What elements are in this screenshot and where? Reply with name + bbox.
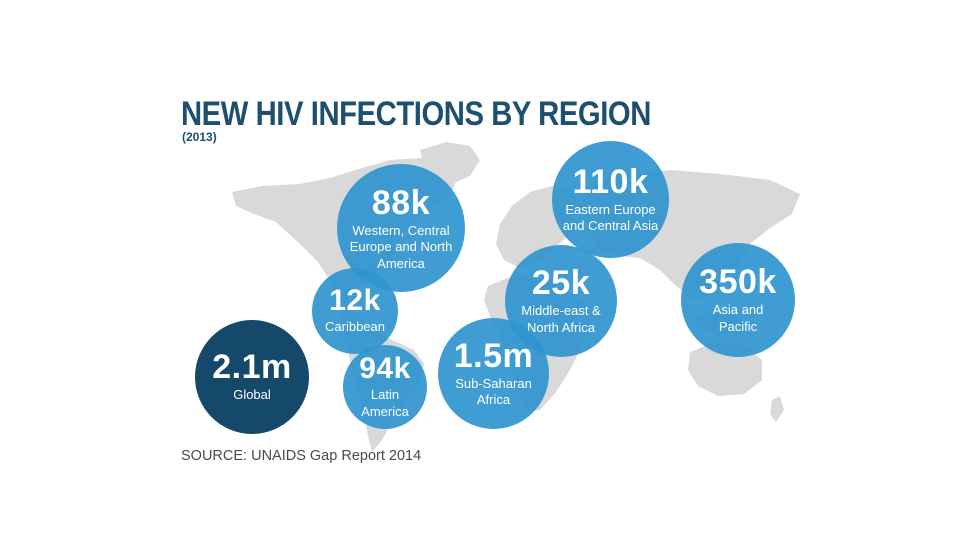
region-value: 88k xyxy=(371,183,431,222)
region-bubble-latin-america: 94k Latin America xyxy=(343,345,427,429)
region-bubble-asia-pacific: 350k Asia and Pacific xyxy=(681,243,795,357)
region-bubble-caribbean: 12k Caribbean xyxy=(312,268,398,354)
region-value: 94k xyxy=(359,352,411,385)
region-value: 110k xyxy=(572,162,649,201)
region-bubble-global: 2.1m Global xyxy=(195,320,309,434)
region-label: Caribbean xyxy=(325,319,385,335)
source-note: SOURCE: UNAIDS Gap Report 2014 xyxy=(181,448,422,464)
region-label: Western, Central Europe and North Americ… xyxy=(349,222,453,271)
page-title: NEW HIV INFECTIONS BY REGION xyxy=(181,95,651,133)
page-subtitle: (2013) xyxy=(182,130,217,144)
region-value: 12k xyxy=(329,284,381,318)
region-value: 350k xyxy=(699,263,777,301)
new-zealand-landmass xyxy=(770,396,784,422)
region-label: Asia and Pacific xyxy=(712,302,764,334)
region-label: Latin America xyxy=(361,387,409,419)
region-value: 2.1m xyxy=(212,348,292,387)
region-value: 1.5m xyxy=(453,336,534,375)
region-label: Eastern Europe and Central Asia xyxy=(562,201,659,234)
region-label: Sub-Saharan Africa xyxy=(455,375,532,408)
region-label: Global xyxy=(233,387,271,403)
region-bubble-western-europe-north-america: 88k Western, Central Europe and North Am… xyxy=(337,164,465,292)
region-value: 25k xyxy=(531,264,591,302)
region-bubble-eastern-europe-central-asia: 110k Eastern Europe and Central Asia xyxy=(552,141,669,258)
region-label: Middle-east & North Africa xyxy=(521,303,601,335)
region-bubble-sub-saharan-africa: 1.5m Sub-Saharan Africa xyxy=(438,318,549,429)
